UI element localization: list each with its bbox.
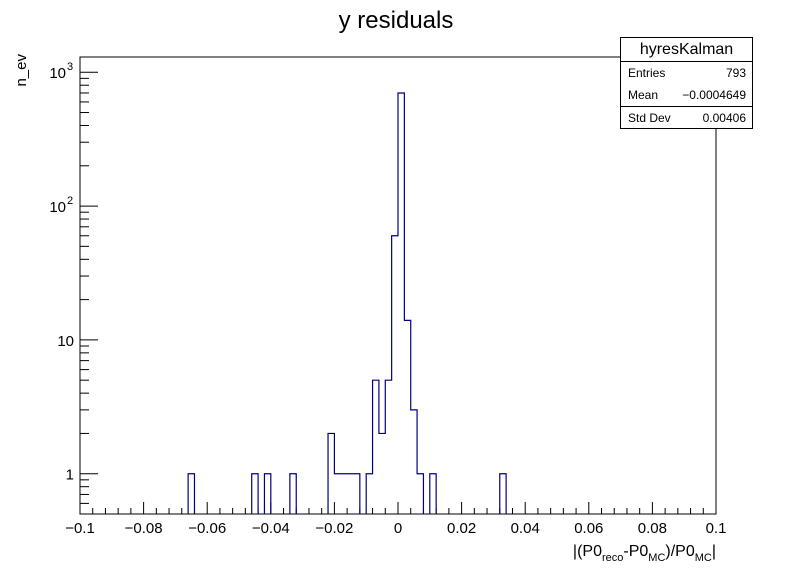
histogram-bin bbox=[417, 474, 423, 514]
stats-value: −0.0004649 bbox=[682, 88, 746, 102]
x-axis-label-sub: reco bbox=[602, 552, 623, 564]
y-tick-exponent: 2 bbox=[67, 195, 73, 207]
x-axis-label-part: |(P0 bbox=[573, 543, 602, 560]
histogram-bin bbox=[341, 474, 347, 514]
histogram-bin bbox=[411, 410, 417, 514]
histogram-bin bbox=[366, 474, 372, 514]
histogram-bin bbox=[500, 474, 506, 514]
histogram-bin bbox=[347, 474, 353, 514]
x-axis-label-sub: MC bbox=[695, 552, 712, 564]
x-tick-label: −0.06 bbox=[188, 520, 226, 537]
stats-box: hyresKalman Entries 793 Mean −0.0004649 … bbox=[620, 37, 753, 129]
histogram-bin bbox=[398, 93, 404, 514]
histogram-bin bbox=[353, 474, 359, 514]
y-tick-exponent: 3 bbox=[67, 61, 73, 73]
x-axis-label-part: | bbox=[712, 543, 716, 560]
histogram-bin bbox=[430, 474, 436, 514]
stats-label: Std Dev bbox=[628, 111, 671, 125]
histogram-bin bbox=[290, 474, 296, 514]
x-tick-label: 0.04 bbox=[511, 520, 540, 537]
histogram-bin bbox=[373, 380, 379, 514]
stats-row-entries: Entries 793 bbox=[621, 62, 752, 84]
histogram-bin bbox=[379, 433, 385, 514]
histogram-bin bbox=[264, 474, 270, 514]
histogram-bin bbox=[385, 380, 391, 514]
x-axis-label-part: )/P0 bbox=[665, 543, 694, 560]
stats-label: Mean bbox=[628, 88, 659, 102]
stats-label: Entries bbox=[628, 66, 666, 80]
y-tick-label: 10 bbox=[57, 333, 74, 350]
stats-value: 0.00406 bbox=[702, 111, 746, 125]
x-tick-label: −0.04 bbox=[252, 520, 290, 537]
stats-value: 793 bbox=[725, 66, 746, 80]
x-tick-label: 0.06 bbox=[574, 520, 603, 537]
x-tick-label: −0.1 bbox=[65, 520, 95, 537]
axes: −0.1 −0.08 −0.06 −0.04 −0.02 0 0.02 0.04 0.06 0.0… bbox=[49, 61, 726, 537]
y-tick-label: 1 bbox=[66, 467, 74, 484]
histogram-bins bbox=[188, 93, 506, 514]
x-tick-label: 0.1 bbox=[706, 520, 727, 537]
y-tick-label: 10 bbox=[49, 199, 66, 216]
histogram-bin bbox=[188, 474, 194, 514]
stats-row-stddev: Std Dev 0.00406 bbox=[621, 106, 752, 129]
y-axis-label: n_ev bbox=[13, 54, 30, 87]
histogram-bin bbox=[392, 236, 398, 514]
histogram-bin bbox=[404, 320, 410, 514]
x-tick-label: 0.02 bbox=[447, 520, 476, 537]
x-tick-label: −0.08 bbox=[125, 520, 163, 537]
stats-row-mean: Mean −0.0004649 bbox=[621, 84, 752, 106]
x-tick-label: −0.02 bbox=[315, 520, 353, 537]
histogram-outline bbox=[187, 92, 507, 514]
histogram-bin bbox=[328, 433, 334, 514]
x-tick-label: 0.08 bbox=[638, 520, 667, 537]
x-axis-label: |(P0reco-P0MC)/P0MC| bbox=[573, 543, 716, 564]
histogram-bin bbox=[252, 474, 258, 514]
x-axis-label-part: -P0 bbox=[623, 543, 648, 560]
chart-title: y residuals bbox=[339, 7, 454, 34]
x-axis-label-sub: MC bbox=[648, 552, 665, 564]
stats-title: hyresKalman bbox=[621, 38, 752, 62]
histogram-bin bbox=[334, 474, 340, 514]
x-tick-label: 0 bbox=[394, 520, 402, 537]
y-tick-label: 10 bbox=[49, 65, 66, 82]
